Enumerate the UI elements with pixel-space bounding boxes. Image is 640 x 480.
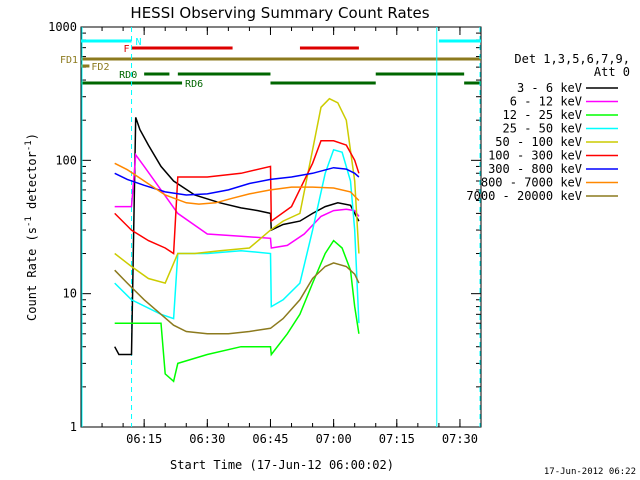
series-line-5 [114, 140, 360, 255]
series-group [114, 97, 360, 383]
series-line-4 [114, 97, 360, 284]
y-tick-label: 1000 [48, 20, 77, 34]
x-axis-label: Start Time (17-Jun-12 06:00:02) [170, 458, 394, 472]
legend-label: 6 - 12 keV [510, 95, 582, 109]
plot-frame [80, 26, 482, 428]
series-line-8 [114, 262, 360, 335]
x-tick-label: 06:45 [252, 432, 288, 446]
svg-text:Count Rate (s-1 detector-1): Count Rate (s-1 detector-1) [24, 133, 39, 321]
series-line-3 [114, 148, 360, 324]
y-axis-ticks: 1 10 100 1000 [48, 20, 481, 434]
y-tick-label: 1 [70, 420, 77, 434]
footer-date: 17-Jun-2012 06:22 [544, 467, 636, 477]
series-line-7 [114, 162, 360, 205]
legend-label: 12 - 25 keV [503, 108, 582, 122]
legend-label: 25 - 50 keV [503, 122, 582, 136]
series-line-6 [114, 166, 360, 196]
legend-title: Det 1,3,5,6,7,9, [514, 52, 630, 66]
chart-title: HESSI Observing Summary Count Rates [130, 4, 429, 22]
series-line-2 [114, 239, 360, 383]
series-line-0 [114, 117, 360, 356]
series-line-1 [114, 152, 360, 249]
vertical-markers [81, 27, 481, 427]
flag-label-f: F [124, 44, 130, 55]
y-tick-label: 10 [63, 287, 77, 301]
legend-label: 50 - 100 keV [495, 135, 582, 149]
x-tick-label: 06:30 [189, 432, 225, 446]
flag-label-fd2: FD2 [91, 62, 109, 73]
flag-label-n: N [136, 37, 142, 48]
legend-label: 7000 - 20000 keV [466, 189, 582, 203]
legend-label: 100 - 300 keV [488, 149, 582, 163]
y-tick-label: 100 [55, 153, 77, 167]
flag-label-fd1: FD1 [60, 55, 78, 66]
x-tick-label: 07:30 [442, 432, 478, 446]
x-tick-label: 07:15 [379, 432, 415, 446]
y-axis-label: Count Rate (s-1 detector-1) [24, 133, 39, 321]
legend-subtitle: Att 0 [594, 65, 630, 79]
x-tick-label: 07:00 [316, 432, 352, 446]
x-tick-label: 06:15 [126, 432, 162, 446]
flag-label-rd6: RD6 [185, 79, 203, 90]
legend-label: 800 - 7000 keV [481, 176, 582, 190]
x-axis-ticks: 06:15 06:30 06:45 07:00 07:15 07:30 [80, 27, 482, 446]
flag-label-rd0: RD0 [119, 70, 137, 81]
legend-label: 3 - 6 keV [517, 81, 582, 95]
flag-bars: NF FD1 FD2 RD0 RD6 [60, 37, 481, 90]
legend-label: 300 - 800 keV [488, 162, 582, 176]
